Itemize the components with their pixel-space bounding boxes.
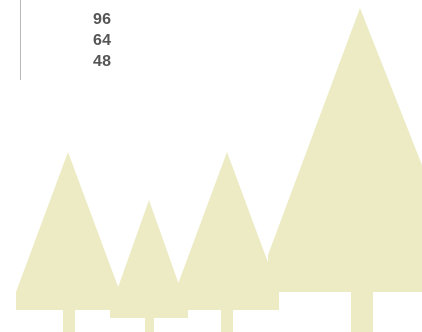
smallest-tree-icon — [110, 200, 188, 332]
size-option-96[interactable]: 96 — [93, 11, 112, 28]
medium-tree-icon — [175, 152, 279, 332]
small-tree-icon — [16, 152, 120, 332]
icon-size-list: 96 64 48 — [93, 9, 111, 72]
large-tree-icon — [268, 8, 422, 332]
size-option-48[interactable]: 48 — [93, 53, 112, 70]
vertical-divider — [20, 0, 21, 80]
size-option-64[interactable]: 64 — [93, 32, 112, 49]
